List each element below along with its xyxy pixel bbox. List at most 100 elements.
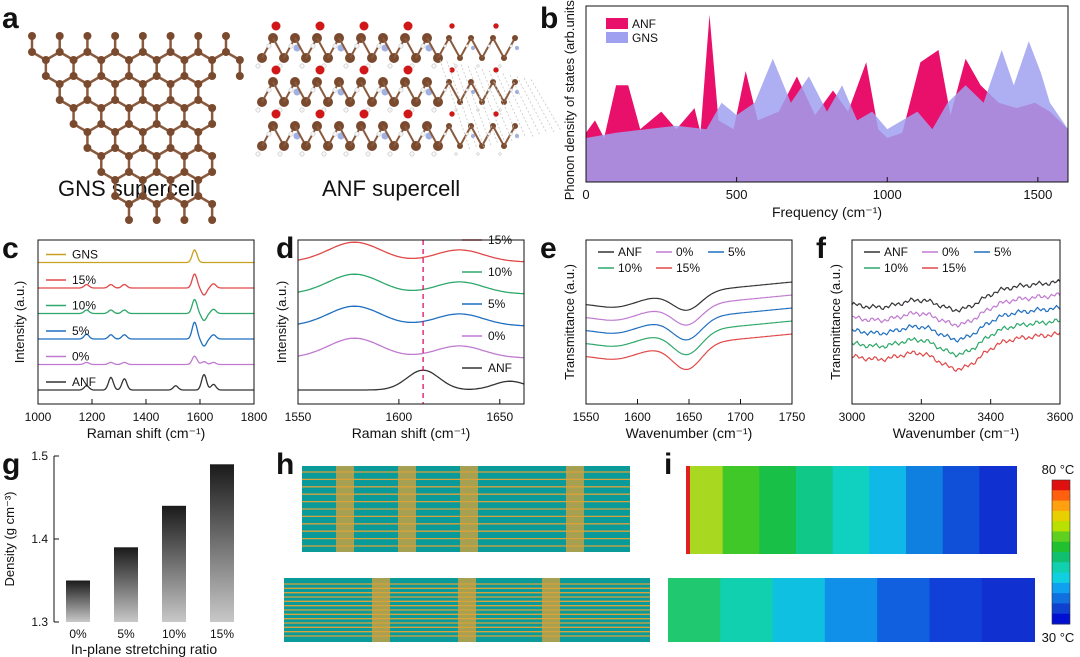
carbon-atom xyxy=(28,32,36,40)
anf-bond xyxy=(448,81,461,103)
carbon-atom xyxy=(111,96,120,104)
legend-label: 10% xyxy=(884,261,908,275)
anf-bond xyxy=(481,81,494,103)
phonon-dos-chart: 0 500 1000 1500 Frequency (cm⁻¹) Phonon densi… xyxy=(562,0,1069,220)
density-bar xyxy=(66,580,90,622)
series-label: 10% xyxy=(488,265,512,279)
top-hot-edge xyxy=(686,466,690,554)
anf-nitrogen-atom xyxy=(470,89,476,95)
anf-bond xyxy=(470,37,483,59)
carbon-atom xyxy=(208,104,217,112)
carbon-atom xyxy=(152,152,161,160)
bottom-temp-map-band xyxy=(720,578,774,642)
spectrum-line xyxy=(38,321,254,347)
anf-hydrogen-atom xyxy=(487,88,491,92)
anf-hydrogen-atom xyxy=(332,131,338,137)
panel-b-letter: b xyxy=(540,2,559,35)
x-axis-label: Frequency (cm⁻¹) xyxy=(772,204,882,220)
x-tick-label: 3200 xyxy=(908,410,935,424)
anf-oxygen-atom xyxy=(449,23,455,29)
spectrum-line xyxy=(297,241,525,263)
carbon-atom xyxy=(166,48,175,56)
x-tick-label: 1400 xyxy=(133,410,160,424)
carbon-atom xyxy=(194,192,203,200)
anf-bond xyxy=(470,81,483,103)
anf-bond xyxy=(503,37,516,59)
carbon-atom xyxy=(124,120,133,128)
carbon-atom xyxy=(138,144,147,152)
carbon-atom xyxy=(124,104,133,112)
carbon-atom xyxy=(97,168,106,176)
bottom-temp-map-band xyxy=(981,578,1035,642)
anf-bond xyxy=(459,37,472,59)
anf-oxygen-atom xyxy=(315,21,325,31)
carbon-atom xyxy=(41,72,50,80)
carbon-atom xyxy=(208,200,217,208)
x-axis-label: In-plane stretching ratio xyxy=(71,641,218,657)
anf-bond xyxy=(437,37,450,59)
x-tick-label: 1650 xyxy=(486,410,513,424)
gns-dos-area xyxy=(586,41,1068,183)
series-label: ANF xyxy=(488,361,512,375)
top-temp-map-band xyxy=(906,466,944,554)
legend-swatch-anf xyxy=(606,18,628,29)
anf-hydrogen-atom xyxy=(310,43,316,49)
carbon-atom xyxy=(166,144,175,152)
x-tick-label: 1500 xyxy=(1023,187,1052,202)
carbon-atom xyxy=(180,120,189,128)
anf-oxygen-atom xyxy=(315,65,325,75)
y-axis-label: Phonon density of states (arb.units) xyxy=(562,0,577,200)
spectrum-line xyxy=(851,292,1061,328)
carbon-atom xyxy=(138,80,147,88)
spectrum-line xyxy=(585,307,793,341)
legend-label: 0% xyxy=(942,245,960,259)
anf-hydrogen-atom xyxy=(343,107,349,113)
color-scale-step xyxy=(1052,603,1070,615)
anf-hydrogen-atom xyxy=(288,131,294,137)
anf-hydrogen-atom xyxy=(277,151,283,157)
carbon-atom xyxy=(180,152,189,160)
carbon-atom xyxy=(166,32,175,40)
anf-oxygen-atom xyxy=(493,111,499,117)
ftir-3300-chart: ANF 0% 5% 10% 15% 3000 3200 3400 3600 Wavenumber … xyxy=(828,239,1074,441)
carbon-atom xyxy=(111,80,120,88)
color-scale-step xyxy=(1052,521,1070,532)
anf-hbond xyxy=(509,74,541,136)
x-tick-label: 1200 xyxy=(79,410,106,424)
spectrum-line xyxy=(38,355,254,366)
anf-hydrogen-atom xyxy=(299,107,305,113)
carbon-atom xyxy=(194,144,203,152)
carbon-atom xyxy=(152,200,161,208)
anf-hydrogen-atom xyxy=(387,63,393,69)
x-tick-label: 0 xyxy=(582,187,589,202)
legend-label: ANF xyxy=(884,245,908,259)
x-tick-label: 1550 xyxy=(285,410,312,424)
panel-e-letter: e xyxy=(540,232,557,265)
panel-i-letter: i xyxy=(664,448,673,481)
x-axis-label: Raman shift (cm⁻¹) xyxy=(352,425,471,441)
anf-oxygen-atom xyxy=(271,21,281,31)
anf-hydrogen-atom xyxy=(454,152,458,156)
carbon-atom xyxy=(111,32,120,40)
plot-frame xyxy=(851,239,1061,405)
anf-hydrogen-atom xyxy=(420,87,426,93)
carbon-atom xyxy=(138,128,147,136)
anf-carbon-atom xyxy=(512,79,518,85)
legend-label: ANF xyxy=(618,245,642,259)
carbon-atom xyxy=(235,56,244,64)
carbon-atom xyxy=(166,192,175,200)
anf-hydrogen-atom xyxy=(398,87,404,93)
color-scale-frame xyxy=(1051,479,1071,625)
anf-hydrogen-atom xyxy=(476,152,480,156)
carbon-atom xyxy=(83,80,92,88)
legend-label: 5% xyxy=(994,245,1012,259)
carbon-atom xyxy=(180,72,189,80)
carbon-atom xyxy=(111,176,120,184)
anf-oxygen-atom xyxy=(449,67,455,73)
x-axis-label: Wavenumber (cm⁻¹) xyxy=(893,425,1020,441)
anf-hbond xyxy=(516,76,548,134)
top-temp-map-band xyxy=(979,466,1017,554)
anf-bond xyxy=(448,37,461,59)
spectrum-line xyxy=(297,273,525,295)
